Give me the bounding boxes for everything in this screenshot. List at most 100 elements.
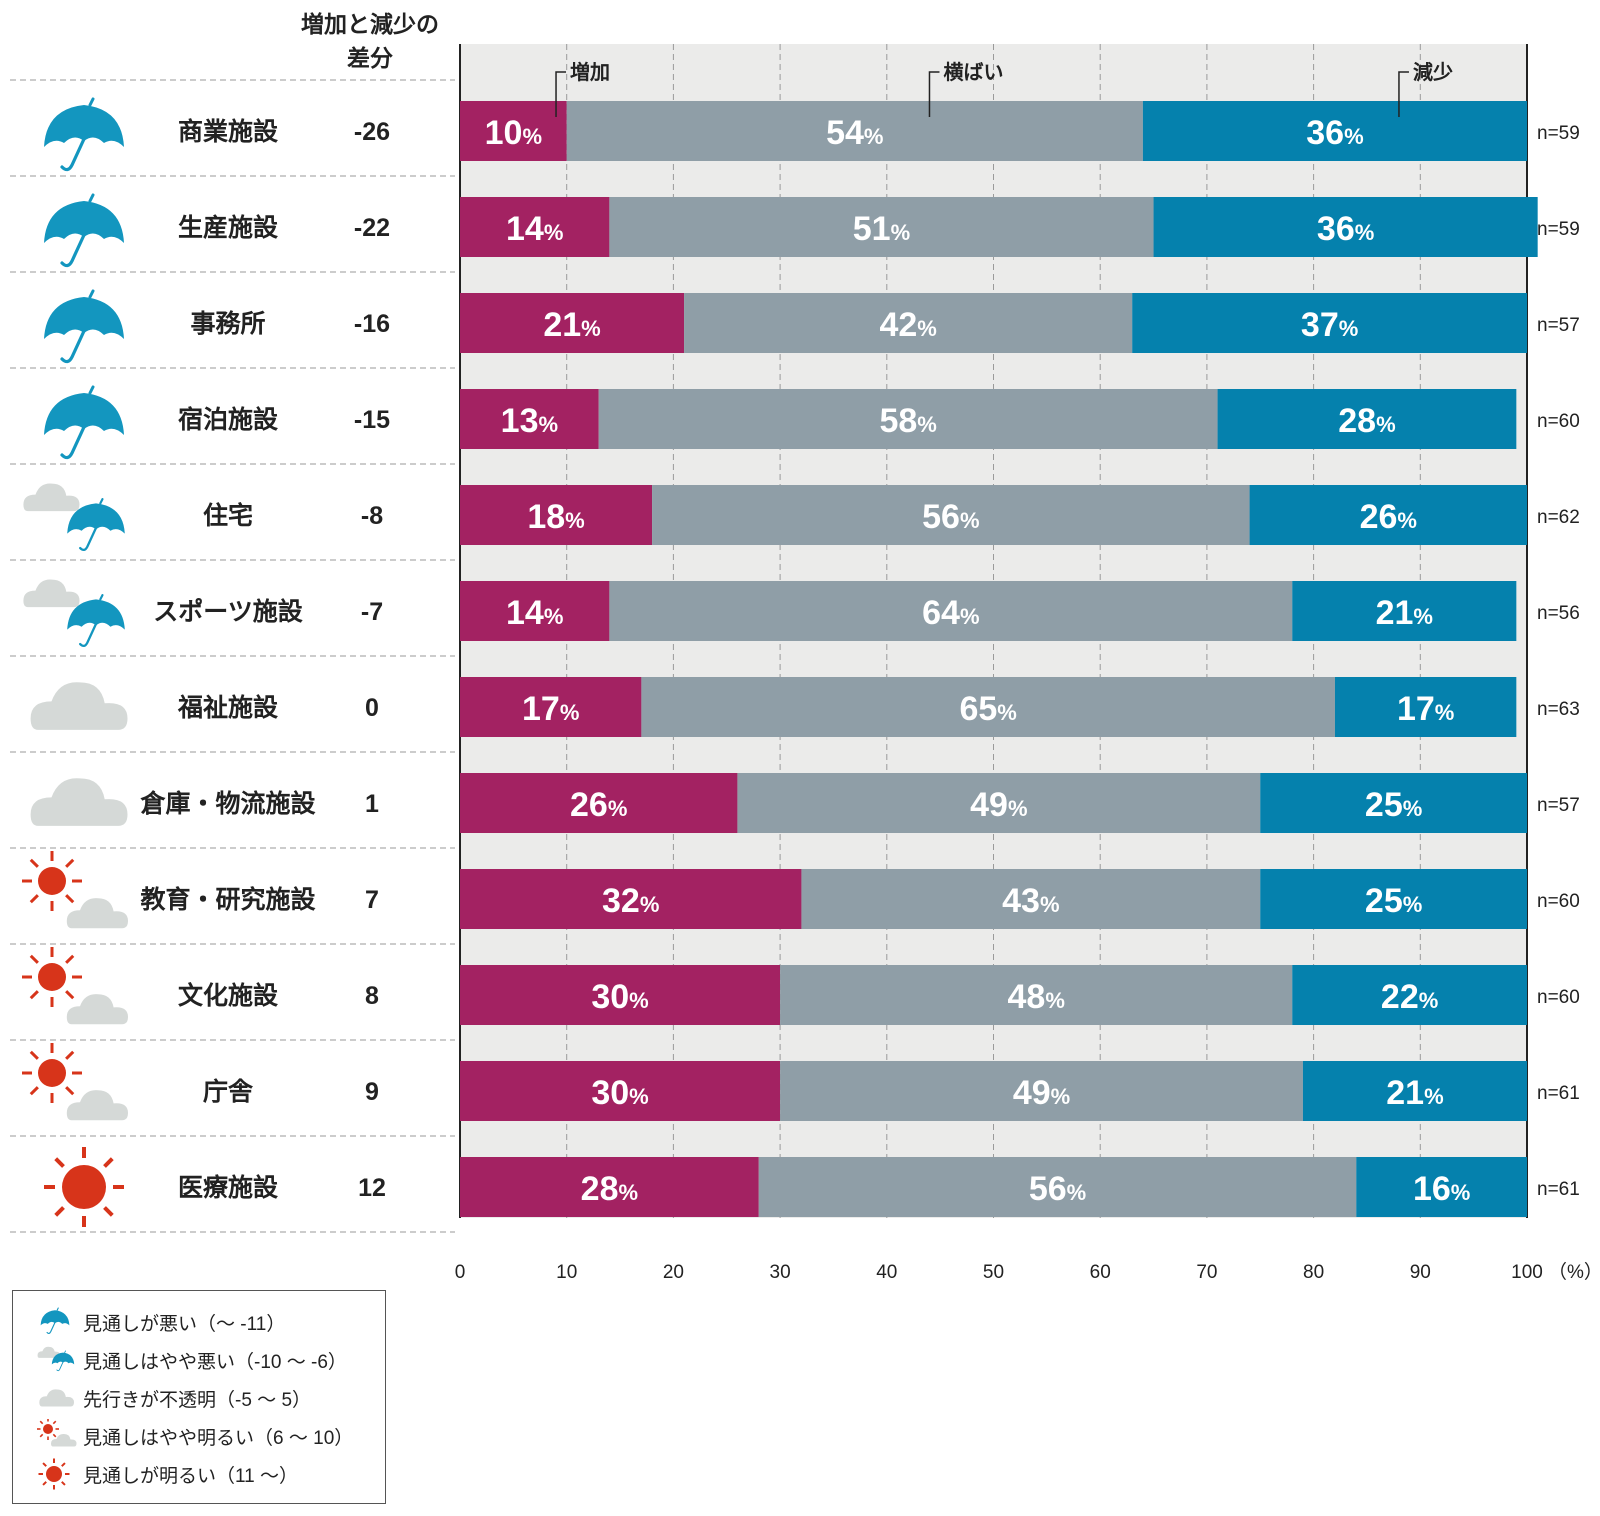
bar-segment <box>1302 1061 1527 1121</box>
bar-segment <box>684 293 1133 353</box>
bar-segment <box>460 293 685 353</box>
legend-sun-cloud-icon <box>37 1419 77 1447</box>
bar-segment <box>1142 101 1527 161</box>
sun-ray <box>61 1481 66 1486</box>
bar-value-label: 25% <box>1365 786 1422 824</box>
bar-value-number: 21 <box>543 306 581 344</box>
bar-value-percent: % <box>560 700 580 725</box>
cloud-shape <box>66 1090 128 1121</box>
sun-disc <box>38 963 66 991</box>
bar-value-label: 36% <box>1306 114 1363 152</box>
bar-value-number: 37 <box>1301 306 1339 344</box>
category-label: 文化施設 <box>178 981 279 1010</box>
bar-segment <box>1249 485 1527 545</box>
bar-value-label: 37% <box>1301 306 1358 344</box>
bar-value-number: 30 <box>591 1074 629 1112</box>
bar-value-number: 43 <box>1002 882 1040 920</box>
diff-value: -22 <box>354 214 390 242</box>
n-label: n=60 <box>1537 411 1580 432</box>
umbrella-icon <box>44 289 124 364</box>
callout-leader <box>555 71 567 117</box>
bar-value-percent: % <box>1451 1180 1471 1205</box>
cloud-shape <box>23 579 80 608</box>
bar-segment <box>460 101 567 161</box>
bar-value-percent: % <box>960 508 980 533</box>
bar-segment <box>460 869 802 929</box>
umbrella-tip <box>88 193 95 203</box>
bar-value-label: 56% <box>1029 1170 1086 1208</box>
n-label: n=61 <box>1537 1179 1580 1200</box>
umbrella-tip <box>56 1307 59 1311</box>
category-label: 教育・研究施設 <box>140 885 316 914</box>
legend-cloud-umbrella-icon <box>37 1346 75 1372</box>
bar-value-percent: % <box>891 220 911 245</box>
diff-value: -7 <box>361 598 383 626</box>
bar-value-label: 48% <box>1007 978 1064 1016</box>
legend-label-5: 見通しが明るい（11 〜） <box>83 1466 299 1487</box>
bar-value-number: 49 <box>970 786 1008 824</box>
cloud-shape <box>66 994 128 1025</box>
bar-value-label: 51% <box>853 210 910 248</box>
bar-value-number: 26 <box>570 786 608 824</box>
sun-ray <box>39 1433 44 1438</box>
bar-value-percent: % <box>1435 700 1455 725</box>
diff-value: -16 <box>354 310 390 338</box>
bar-value-number: 30 <box>591 978 629 1016</box>
x-tick-label: 0 <box>455 1262 466 1283</box>
bar-value-number: 49 <box>1013 1074 1051 1112</box>
legend-label-1: 見通しが悪い（〜 -11） <box>83 1314 286 1335</box>
category-label: 生産施設 <box>178 213 279 242</box>
sun-ray <box>29 894 39 904</box>
bar-value-number: 65 <box>959 690 997 728</box>
bar-labels: 10% 54% 36%14% 51% 36%21% 42% 37%13% 58% 28%18% 5… <box>485 114 1471 1208</box>
bar-value-number: 14 <box>506 594 544 632</box>
bar-value-label: 49% <box>1013 1074 1070 1112</box>
umbrella-canopy <box>67 503 125 534</box>
legend: 見通しが悪い（〜 -11） 見通しはやや悪い（-10 〜 -6） 先行きが不透明… <box>12 1290 386 1504</box>
bar-value-percent: % <box>1045 988 1065 1013</box>
sun-disc <box>38 1059 66 1087</box>
sun-ray <box>65 954 75 964</box>
umbrella-tip <box>88 97 95 107</box>
sun-cloud-icon <box>22 1043 128 1121</box>
sun-disc <box>62 1165 106 1209</box>
bar-value-number: 25 <box>1365 786 1403 824</box>
row-separators <box>10 79 455 1233</box>
diff-value: 7 <box>365 886 379 914</box>
n-label: n=59 <box>1537 123 1580 144</box>
bar-value-percent: % <box>1403 892 1423 917</box>
bar-value-number: 32 <box>602 882 640 920</box>
n-label: n=56 <box>1537 603 1580 624</box>
umbrella-canopy <box>67 599 125 630</box>
cloud-shape <box>30 778 128 826</box>
bar-segment <box>641 677 1335 737</box>
bar-segment <box>460 677 642 737</box>
diff-value: -15 <box>354 406 390 434</box>
bar-value-percent: % <box>1397 508 1417 533</box>
umbrella-canopy <box>44 297 124 339</box>
cloud-shape <box>37 1346 60 1358</box>
x-tick-label: 70 <box>1196 1262 1217 1283</box>
cloud-icon <box>39 1389 74 1407</box>
n-label: n=62 <box>1537 507 1580 528</box>
bar-value-label: 21% <box>1376 594 1433 632</box>
cloud-shape <box>23 483 80 512</box>
sun-ray <box>54 1157 65 1168</box>
x-tick-label: 50 <box>983 1262 1004 1283</box>
sun-ray <box>29 1086 39 1096</box>
umbrella-icon <box>44 193 124 268</box>
bar-value-label: 42% <box>879 306 936 344</box>
bar-value-label: 26% <box>1360 498 1417 536</box>
bar-value-number: 48 <box>1007 978 1045 1016</box>
bar-value-percent: % <box>640 892 660 917</box>
bar-segment <box>460 389 599 449</box>
umbrella-handle <box>79 622 98 648</box>
series-name-label: 減少 <box>1413 60 1453 84</box>
bar-value-percent: % <box>522 124 542 149</box>
x-tick-label: 20 <box>663 1262 684 1283</box>
category-label: 住宅 <box>203 501 253 530</box>
bar-segment <box>1292 965 1527 1025</box>
diff-value: 12 <box>358 1174 386 1202</box>
bar-value-percent: % <box>1008 796 1028 821</box>
umbrella-handle <box>79 526 98 552</box>
